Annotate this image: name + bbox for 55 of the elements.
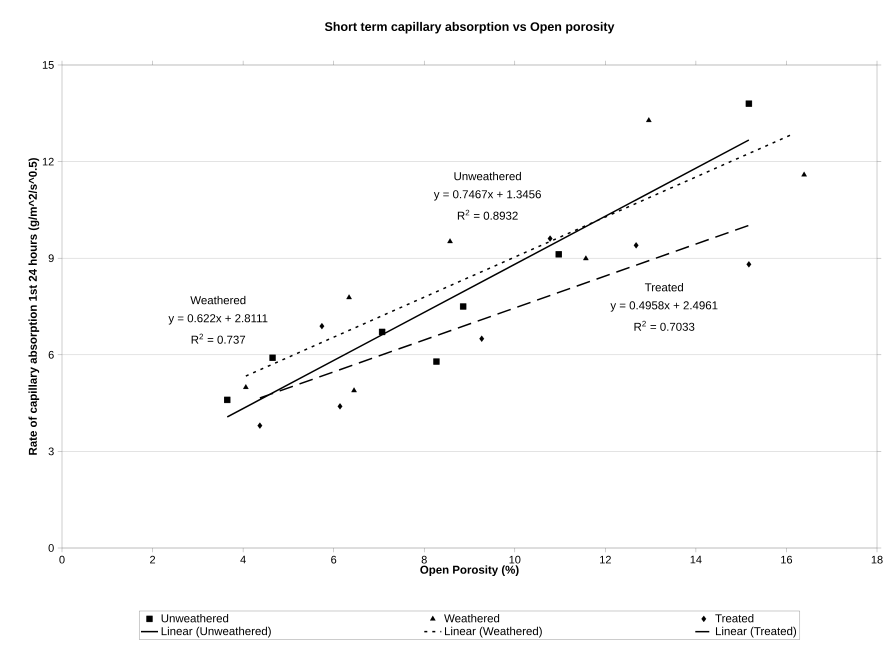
annotation: y = 0.7467x + 1.3456: [434, 190, 541, 201]
point: [746, 261, 752, 268]
point: [479, 336, 484, 342]
annotation: Treated: [644, 282, 683, 292]
point: [269, 354, 276, 361]
annotation: R$^{2}$ = 0.7033: [634, 320, 694, 331]
legend-label: Linear (Weathered): [444, 626, 542, 638]
x-tick-label: 18: [872, 556, 883, 564]
point: [460, 303, 466, 310]
y-tick-label: 3: [48, 448, 54, 456]
x-tick-label: 12: [600, 556, 611, 564]
y-tick-label: 6: [48, 350, 54, 359]
point: [378, 328, 386, 336]
point: [243, 384, 249, 390]
chart-title: Short term capillary absorption vs Open porosity: [324, 22, 614, 34]
x-tick-label: 10: [510, 556, 520, 564]
y-axis-title: Rate of capillary absorption 1st 24 hours (g/m^2/s^0.5): [28, 158, 40, 455]
point: [433, 358, 440, 365]
point: [447, 238, 453, 244]
x-tick-label: 0: [59, 556, 65, 564]
x-tick-label: 16: [781, 556, 792, 564]
legend-label: Linear (Unweathered): [162, 626, 271, 638]
point: [351, 387, 357, 392]
legend-label: Weathered: [444, 614, 500, 622]
x-axis-title: Open Porosity (%): [420, 565, 519, 576]
legend-label: Unweathered: [162, 614, 228, 622]
x-tick-label: 6: [331, 556, 336, 564]
point: [801, 172, 807, 176]
point: [224, 396, 230, 404]
x-tick-label: 4: [240, 556, 246, 564]
annotation: y = 0.4958x + 2.4961: [610, 301, 718, 312]
y-tick-label: 0: [48, 544, 54, 552]
x-tick-label: 14: [690, 556, 702, 564]
point: [634, 242, 639, 249]
y-tick-label: 9: [48, 254, 54, 262]
point: [556, 251, 562, 258]
annotation: Weathered: [190, 296, 246, 304]
y-tick-label: 15: [42, 61, 54, 69]
legend-label: Linear (Treated): [716, 626, 796, 638]
annotation: y = 0.622x + 2.8111: [168, 314, 268, 325]
y-tick-label: 12: [42, 158, 54, 166]
point: [548, 235, 553, 242]
annotation: R$^{2}$ = 0.8932: [458, 210, 518, 220]
point: [346, 294, 352, 300]
point: [746, 100, 752, 107]
point: [257, 422, 262, 429]
point: [583, 255, 589, 260]
point: [646, 117, 652, 122]
x-tick-label: 2: [150, 556, 156, 564]
annotation: Unweathered: [454, 172, 521, 180]
legend-label: Treated: [715, 614, 754, 622]
x-tick-label: 8: [422, 556, 427, 564]
point: [338, 403, 342, 410]
annotation: R$^{2}$ = 0.737: [192, 334, 246, 344]
point: [319, 322, 324, 330]
